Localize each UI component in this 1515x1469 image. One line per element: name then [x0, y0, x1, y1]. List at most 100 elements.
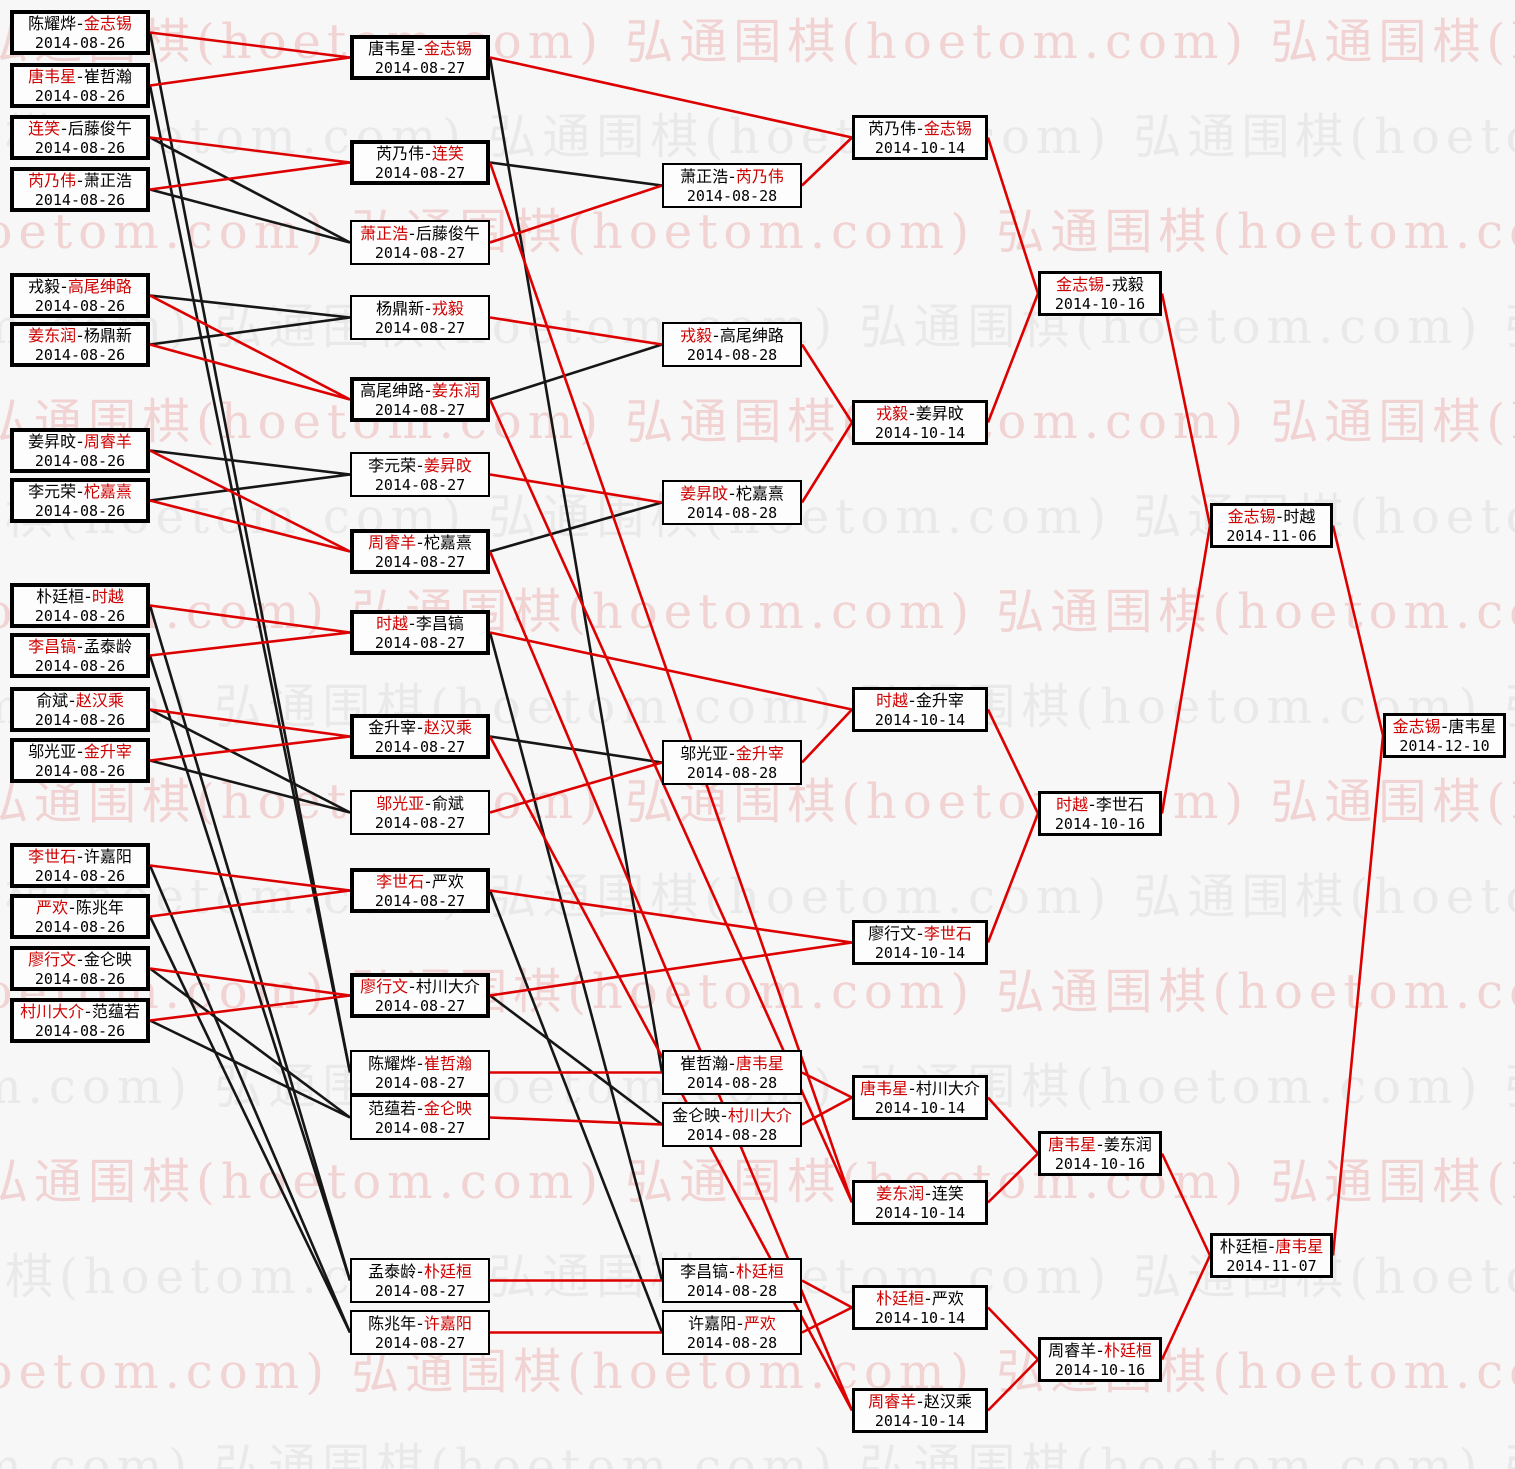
- match-players: 连笑-后藤俊午: [28, 119, 132, 139]
- player1-name: 金仑映: [672, 1105, 721, 1125]
- bracket-line-black: [489, 501, 663, 553]
- match-date: 2014-08-27: [374, 633, 466, 652]
- vs-dash: -: [909, 690, 915, 710]
- bracket-line-red: [1331, 735, 1385, 1256]
- bracket-line-black: [148, 605, 352, 1281]
- player2-name: 村川大介: [915, 1078, 980, 1098]
- player1-name: 芮乃伟: [376, 143, 425, 163]
- match-players: 李昌镐-孟泰龄: [28, 637, 132, 657]
- match-players: 孟泰龄-朴廷桓: [368, 1262, 472, 1282]
- player2-name: 萧正浩: [83, 170, 132, 190]
- vs-dash: -: [917, 118, 923, 138]
- match-box-c1m12: 邬光亚-金升宰 2014-08-26: [10, 738, 150, 783]
- player1-name: 姜昇旼: [680, 483, 729, 503]
- bracket-line-red: [489, 631, 853, 711]
- player2-name: 后藤俊午: [415, 223, 480, 243]
- match-players: 时越-李昌镐: [376, 614, 464, 634]
- match-players: 俞斌-赵汉乘: [36, 691, 124, 711]
- vs-dash: -: [1441, 716, 1448, 736]
- match-date: 2014-08-27: [374, 58, 466, 77]
- bracket-line-red: [149, 294, 351, 401]
- player1-name: 孟泰龄: [368, 1261, 417, 1281]
- vs-dash: -: [1097, 1134, 1103, 1154]
- vs-dash: -: [713, 325, 719, 345]
- bracket-line-red: [987, 1306, 1039, 1361]
- match-date: 2014-08-26: [34, 969, 126, 988]
- match-date: 2014-08-27: [374, 400, 466, 419]
- player2-name: 赵汉乘: [75, 690, 124, 710]
- player2-name: 周睿羊: [83, 431, 132, 451]
- player2-name: 朴廷桓: [1103, 1340, 1152, 1360]
- match-box-c4m6: 姜东润-连笑 2014-10-14: [852, 1180, 988, 1225]
- match-date: 2014-11-06: [1226, 526, 1317, 545]
- match-date: 2014-08-27: [374, 552, 466, 571]
- match-box-c4m8: 周睿羊-赵汉乘 2014-10-14: [852, 1388, 988, 1433]
- player2-name: 姜东润: [431, 380, 480, 400]
- match-players: 陈兆年-许嘉阳: [368, 1314, 472, 1334]
- watermark-text: 弘通围棋(hoetom.com) 弘通围棋(hoetom.com) 弘通围棋(h…: [0, 869, 1515, 925]
- match-players: 姜东润-连笑: [876, 1184, 964, 1204]
- match-date: 2014-10-14: [874, 138, 966, 157]
- bracket-line-red: [149, 604, 351, 634]
- bracket-line-red: [801, 1096, 853, 1126]
- player1-name: 唐韦星: [28, 66, 77, 86]
- player1-name: 朴廷桓: [36, 586, 85, 606]
- vs-dash: -: [909, 1078, 915, 1098]
- player1-name: 李元荣: [368, 455, 417, 475]
- bracket-line-red: [987, 1358, 1039, 1412]
- player2-name: 柁嘉熹: [735, 483, 784, 503]
- watermark-text: 弘通围棋(hoetom.com) 弘通围棋(hoetom.com) 弘通围棋(h…: [0, 1344, 1515, 1400]
- player2-name: 时越: [1283, 506, 1316, 526]
- match-date: 2014-08-26: [34, 606, 126, 625]
- player2-name: 朴廷桓: [735, 1261, 784, 1281]
- match-players: 许嘉阳-严欢: [688, 1314, 776, 1334]
- match-players: 唐韦星-金志锡: [368, 39, 472, 59]
- bracket-line-black: [488, 57, 664, 1073]
- match-box-c2m1: 唐韦星-金志锡 2014-08-27: [350, 35, 490, 80]
- match-box-c1m13: 李世石-许嘉阳 2014-08-26: [10, 843, 150, 888]
- player1-name: 朴廷桓: [1219, 1236, 1268, 1256]
- match-box-c4m7: 朴廷桓-严欢 2014-10-14: [852, 1285, 988, 1330]
- match-date: 2014-08-27: [374, 475, 466, 494]
- player2-name: 戎毅: [431, 298, 464, 318]
- match-players: 杨鼎新-戎毅: [376, 299, 464, 319]
- match-date: 2014-08-27: [374, 163, 466, 182]
- player2-name: 金仑映: [423, 1098, 472, 1118]
- vs-dash: -: [917, 1391, 923, 1411]
- player2-name: 连笑: [431, 143, 464, 163]
- vs-dash: -: [77, 741, 83, 761]
- match-box-c4m4: 廖行文-李世石 2014-10-14: [852, 920, 988, 965]
- bracket-line-black: [489, 735, 663, 764]
- match-date: 2014-08-26: [34, 710, 126, 729]
- player1-name: 廖行文: [28, 949, 77, 969]
- player1-name: 陈耀烨: [368, 1053, 417, 1073]
- match-players: 邬光亚-金升宰: [680, 744, 784, 764]
- bracket-line-red: [149, 967, 351, 997]
- player1-name: 姜昇旼: [28, 431, 77, 451]
- player2-name: 李昌镐: [415, 613, 464, 633]
- vs-dash: -: [77, 949, 83, 969]
- match-box-c3m1: 萧正浩-芮乃伟 2014-08-28: [662, 163, 802, 208]
- bracket-line-red: [149, 735, 351, 762]
- player2-name: 孟泰龄: [83, 636, 132, 656]
- bracket-line-black: [149, 294, 351, 319]
- match-players: 金志锡-时越: [1228, 507, 1316, 527]
- match-date: 2014-10-16: [1054, 814, 1146, 833]
- vs-dash: -: [909, 403, 915, 423]
- match-box-c5m2: 时越-李世石 2014-10-16: [1038, 791, 1162, 836]
- match-date: 2014-08-26: [34, 296, 126, 315]
- match-date: 2014-08-28: [686, 1333, 778, 1352]
- bracket-line-red: [489, 941, 853, 997]
- vs-dash: -: [425, 380, 431, 400]
- match-date: 2014-08-28: [686, 1281, 778, 1300]
- match-date: 2014-10-14: [874, 423, 966, 442]
- vs-dash: -: [77, 13, 83, 33]
- match-players: 邬光亚-金升宰: [28, 742, 132, 762]
- player2-name: 杨鼎新: [83, 325, 132, 345]
- vs-dash: -: [729, 1261, 735, 1281]
- match-date: 2014-10-14: [874, 1203, 966, 1222]
- match-players: 金仑映-村川大介: [672, 1106, 792, 1126]
- player1-name: 时越: [1056, 794, 1089, 814]
- player1-name: 李世石: [376, 871, 425, 891]
- player2-name: 高尾绅路: [67, 276, 132, 296]
